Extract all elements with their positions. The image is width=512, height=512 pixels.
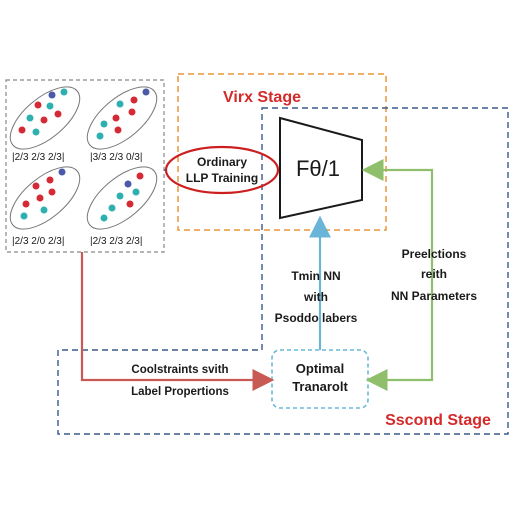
bag-4-label: |2/3 2/3 2/3| <box>90 236 142 247</box>
predictions-line3: NN Parameters <box>391 289 477 303</box>
train-nn-line1: Tmin NN <box>291 269 340 283</box>
predictions-line2: reith <box>421 267 447 281</box>
first-stage-box <box>177 73 387 231</box>
bag-2-label: |3/3 2/3 0/3| <box>90 152 142 163</box>
bags-panel <box>5 79 165 253</box>
predictions-arrow-to-ot <box>365 228 434 391</box>
bag-4 <box>86 166 158 230</box>
first-stage-title: Virx Stage <box>223 89 301 106</box>
second-stage-box <box>57 107 509 435</box>
optimal-transport-line1: Optimal <box>296 361 344 376</box>
optimal-transport-line2: Tranarolt <box>292 379 348 394</box>
second-stage-title: Sscond Stage <box>385 412 491 429</box>
predictions-line1: Preelctions <box>402 247 467 261</box>
network-block <box>279 116 363 220</box>
ordinary-llp-ring <box>164 145 280 195</box>
ordinary-llp-line2: LLP Training <box>186 171 258 185</box>
bag-2 <box>86 86 158 150</box>
constraints-line1: Coolstraints svith <box>131 364 228 376</box>
bag-3 <box>9 166 81 230</box>
bag-3-label: |2/3 2/0 2/3| <box>12 236 64 247</box>
constraints-arrow <box>80 252 275 391</box>
bag-1-label: |2/3 2/3 2/3| <box>12 152 64 163</box>
ordinary-llp-line1: Ordinary <box>197 155 247 169</box>
constraints-line2: Label Propertions <box>131 386 229 398</box>
train-nn-line3: Psoddo labers <box>275 311 358 325</box>
network-label: Fθ/1 <box>296 156 340 181</box>
predictions-arrow-to-network <box>361 159 434 228</box>
train-nn-line2: with <box>303 290 328 304</box>
bag-1 <box>9 86 81 150</box>
